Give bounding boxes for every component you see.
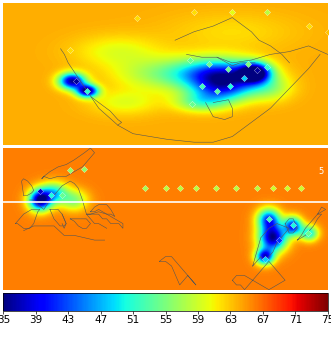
Text: 5: 5 <box>318 167 324 176</box>
